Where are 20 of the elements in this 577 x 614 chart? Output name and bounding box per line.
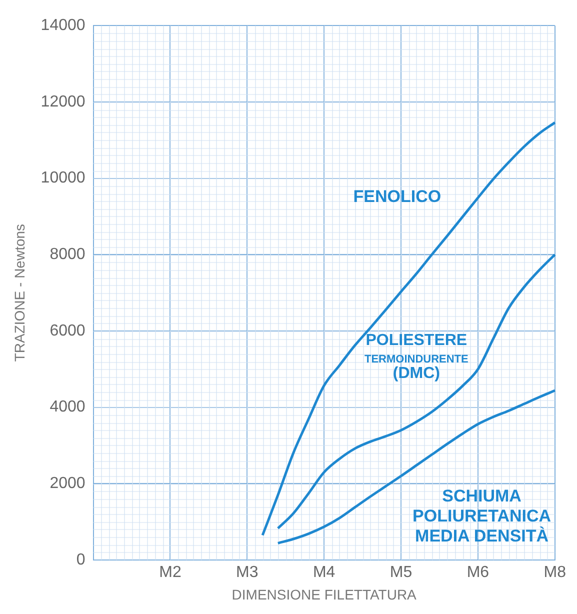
x-tick-label: M2	[159, 564, 182, 582]
x-axis-title: DIMENSIONE FILETTATURA	[232, 586, 418, 602]
y-axis-title: TRAZIONE - Newtons	[11, 224, 28, 362]
y-tick-label: 4000	[50, 398, 86, 416]
y-tick-label: 0	[76, 551, 86, 568]
x-tick-label: M8	[544, 564, 566, 582]
x-tick-label: M3	[236, 564, 258, 582]
y-tick-label: 2000	[50, 475, 86, 492]
y-tick-label: 10000	[40, 170, 86, 187]
x-tick-label: M6	[466, 564, 490, 582]
series-label: SCHIUMA POLIURETANICA MEDIA DENSITÀ	[412, 486, 552, 546]
y-tick-label: 8000	[50, 246, 86, 264]
series-label: FENOLICO	[353, 187, 442, 206]
x-tick-label: M5	[390, 564, 412, 582]
y-tick-label: 6000	[50, 322, 86, 340]
x-tick-label: M4	[312, 564, 336, 582]
series-label: POLIESTERE TERMOINDURENTE (DMC)	[364, 332, 468, 382]
y-tick-label: 14000	[40, 17, 86, 34]
y-tick-label: 12000	[40, 93, 86, 110]
line-series	[276, 389, 556, 544]
